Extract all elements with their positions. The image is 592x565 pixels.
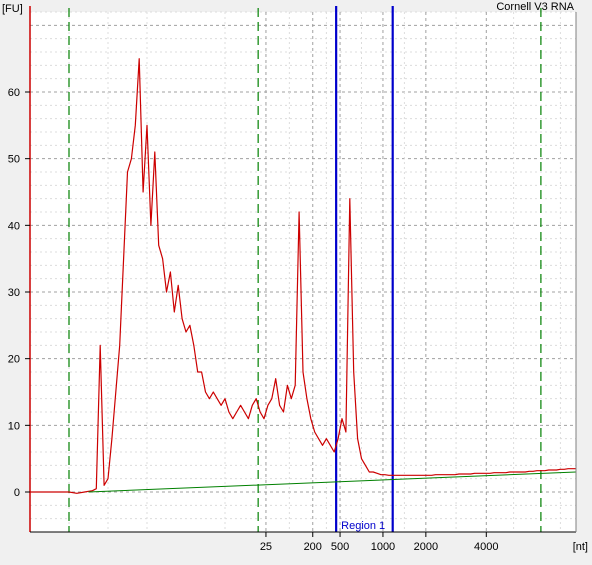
series-layer bbox=[30, 58, 577, 494]
y-tick-label: 30 bbox=[8, 287, 20, 299]
y-axis-label: [FU] bbox=[2, 3, 23, 15]
marker-lines bbox=[68, 8, 542, 532]
x-tick-label: 1000 bbox=[371, 541, 395, 553]
x-tick-label: 25 bbox=[260, 541, 272, 553]
y-tick-label: 10 bbox=[8, 420, 20, 432]
y-tick-label: 50 bbox=[8, 154, 20, 166]
baseline-line bbox=[88, 471, 577, 493]
y-tick-label: 60 bbox=[8, 87, 20, 99]
y-tick-label: 40 bbox=[8, 220, 20, 232]
x-axis-label: [nt] bbox=[573, 541, 588, 553]
x-tick-label: 2000 bbox=[414, 541, 438, 553]
y-tick-label: 0 bbox=[14, 487, 20, 499]
y-tick-label: 20 bbox=[8, 354, 20, 366]
plot-area bbox=[30, 12, 576, 532]
trace-line bbox=[30, 58, 576, 494]
x-tick-label: 200 bbox=[304, 541, 322, 553]
x-tick-label: 500 bbox=[331, 541, 349, 553]
axes: 0 10 20 30 40 50 60 25 200 500 1000 2000 4000 bbox=[8, 6, 577, 553]
x-tick-label: 4000 bbox=[474, 541, 498, 553]
chart-title: Cornell V3 RNA bbox=[496, 1, 574, 13]
region-label: Region 1 bbox=[341, 520, 385, 532]
